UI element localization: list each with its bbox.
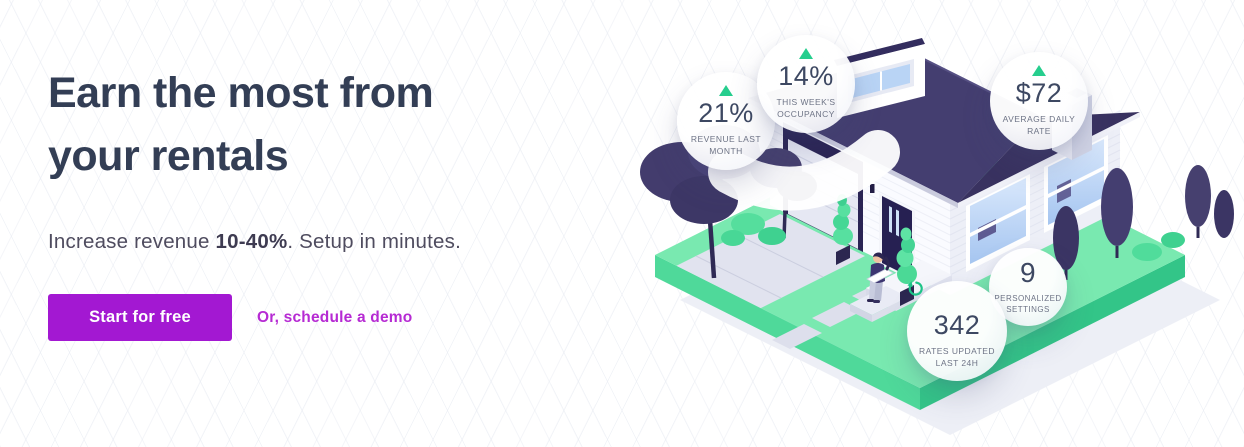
house-illustration: 21% REVENUE LAST MONTH 14% THIS WEEK'S O… [620,0,1244,447]
page-title: Earn the most from your rentals [48,62,608,188]
stat-label: REVENUE LAST MONTH [690,133,762,156]
page-title-line1: Earn the most from [48,69,434,117]
start-for-free-button[interactable]: Start for free [48,294,232,341]
trees-right [1053,165,1234,280]
subtitle-highlight: 10-40% [215,230,288,253]
stat-value: 14% [778,60,834,91]
isometric-house-graphic [640,38,1234,435]
stat-label: RATES UPDATED LAST 24H [919,346,995,369]
hero-copy: Earn the most from your rentals Increase… [48,62,608,341]
stat-bubble-daily-rate: $72 AVERAGE DAILY RATE [990,52,1088,150]
schedule-demo-link[interactable]: Or, schedule a demo [257,308,413,326]
stat-label: PERSONALIZED SETTINGS [994,293,1062,315]
cta-row: Start for free Or, schedule a demo [48,294,608,341]
subtitle-text: Increase revenue [48,230,216,253]
stat-label: THIS WEEK'S OCCUPANCY [776,96,836,119]
door-topiaries [833,194,917,306]
subtitle-text-end: . Setup in minutes. [287,230,461,253]
up-triangle-icon [1032,64,1046,76]
stat-bubble-settings: 9 PERSONALIZED SETTINGS [989,248,1067,326]
clerestory-window [834,38,925,118]
porch-light [870,184,875,193]
stat-value: $72 [1015,77,1063,108]
stat-bubble-occupancy: 14% THIS WEEK'S OCCUPANCY [757,35,855,133]
page-title-line2: your rentals [48,132,289,180]
white-ribbon [708,130,900,211]
up-triangle-icon [719,84,733,96]
hero-subtitle: Increase revenue 10-40%. Setup in minute… [48,230,608,254]
stat-bubble-rates-updated: 342 RATES UPDATED LAST 24H [907,281,1007,381]
windows [966,135,1108,272]
stat-value: 9 [1019,257,1037,288]
up-triangle-icon [799,47,813,59]
stat-value: 342 [933,310,981,341]
stat-value: 21% [698,97,754,128]
person-sitting [866,252,894,303]
stat-label: AVERAGE DAILY RATE [1002,113,1076,136]
